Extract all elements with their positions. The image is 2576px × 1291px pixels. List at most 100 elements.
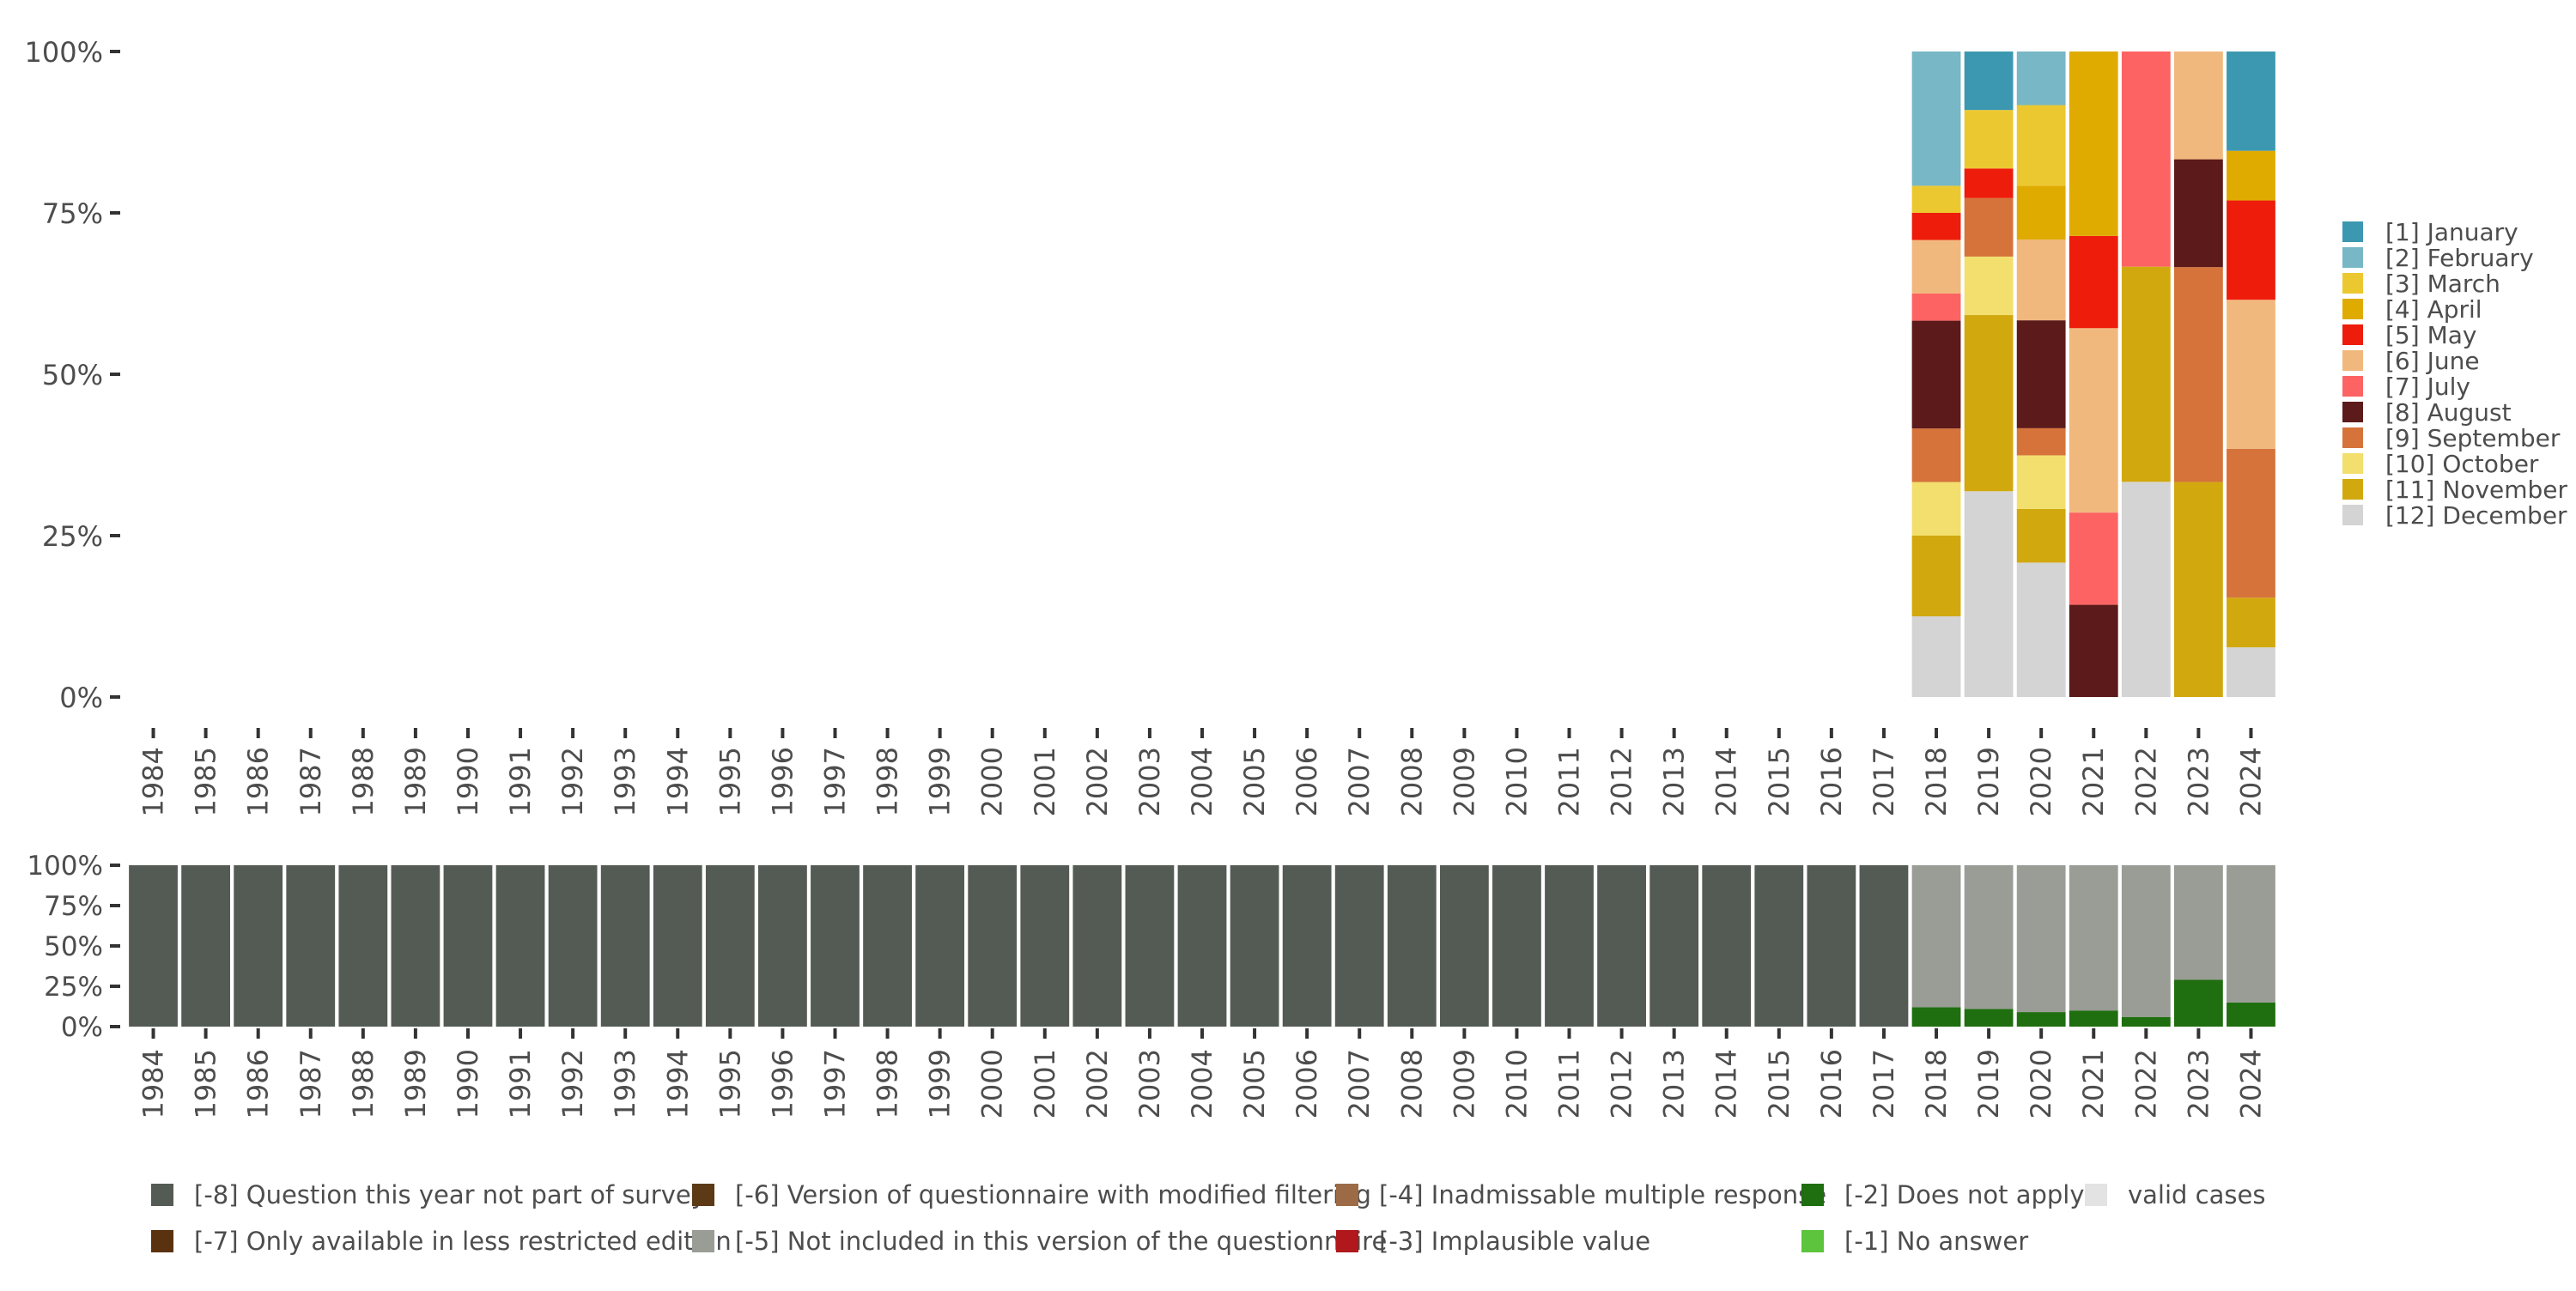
bar-segment [2227,200,2275,300]
bar-segment [1911,52,1961,186]
bottom-x-tick-label: 2009 [1448,1049,1480,1118]
bottom-x-tick-label: 2023 [2182,1049,2215,1118]
bar-segment [391,865,440,1027]
bottom-legend-swatch [692,1230,714,1252]
bar-segment [2016,1012,2066,1027]
bottom-y-tick-label: 100% [27,851,103,882]
bar-segment [2173,865,2223,980]
bottom-x-tick-label: 2016 [1815,1049,1848,1118]
bottom-legend-label: [-3] Implausible value [1379,1227,1650,1256]
bar-segment [2173,267,2223,482]
legend-label: [9] September [2385,424,2561,452]
bottom-x-tick-label: 1991 [504,1049,537,1118]
top-x-tick-label: 1984 [137,747,170,816]
bar-segment [1911,428,1961,482]
bar-segment [548,865,598,1027]
top-x-tick-label: 2007 [1343,747,1376,816]
bottom-x-tick-label: 2011 [1553,1049,1586,1118]
bottom-legend-label: [-4] Inadmissable multiple response [1379,1180,1826,1209]
legend-label: [8] August [2385,398,2512,427]
bar-segment [1964,865,2014,1009]
bar-segment [1964,197,2014,257]
bottom-legend-label: [-1] No answer [1844,1227,2028,1256]
bottom-x-tick-label: 1986 [242,1049,275,1118]
bar-segment [915,865,965,1027]
top-x-tick-label: 2021 [2077,747,2110,816]
bottom-x-tick-label: 1995 [714,1049,746,1118]
bottom-x-tick-label: 2018 [1920,1049,1953,1118]
bar-segment [1911,482,1961,536]
bar-segment [2227,300,2275,449]
bottom-x-tick-label: 2005 [1238,1049,1271,1118]
top-x-tick-label: 2015 [1763,747,1795,816]
bottom-x-tick-label: 2006 [1291,1049,1323,1118]
bar-segment [1964,110,2014,169]
top-x-tick-label: 1990 [452,747,484,816]
bar-segment [2016,105,2066,186]
top-x-tick-label: 2000 [976,747,1009,816]
legend-label: [5] May [2385,321,2476,349]
bottom-x-tick-label: 2000 [976,1049,1009,1118]
bar-segment [1911,616,1961,697]
top-x-tick-label: 1992 [556,747,589,816]
bottom-x-tick-label: 1998 [872,1049,904,1118]
top-x-tick-label: 1989 [399,747,432,816]
bottom-x-tick-label: 2021 [2077,1049,2110,1118]
bottom-y-tick-label: 0% [61,1012,103,1043]
legend-label: [10] October [2385,450,2539,478]
top-y-tick-label: 25% [42,520,103,553]
legend-label: [2] February [2385,244,2534,272]
bar-segment [1964,1009,2014,1027]
top-x-tick-label: 1987 [295,747,327,816]
bottom-x-tick-label: 2012 [1606,1049,1638,1118]
bar-segment [1807,865,1856,1027]
bar-segment [1911,320,1961,429]
bar-segment [2016,185,2066,240]
bar-segment [1911,213,1961,240]
bottom-x-tick-label: 2024 [2234,1049,2267,1118]
top-x-tick-label: 2013 [1658,747,1691,816]
bottom-x-tick-label: 2001 [1029,1049,1061,1118]
top-y-tick-label: 75% [42,197,103,230]
top-x-tick-label: 1994 [661,747,694,816]
bar-segment [2016,562,2066,697]
top-x-tick-label: 2005 [1238,747,1271,816]
bottom-x-tick-label: 1990 [452,1049,484,1118]
bar-segment [1859,865,1909,1027]
bar-segment [2121,266,2171,482]
bottom-x-tick-label: 2008 [1395,1049,1428,1118]
bar-segment [811,865,860,1027]
bar-segment [2121,865,2171,1017]
top-x-tick-label: 2022 [2129,747,2162,816]
legend-swatch [2342,299,2363,319]
top-x-tick-label: 2014 [1710,747,1743,816]
bar-segment [2069,235,2118,329]
legend-label: [7] July [2385,373,2470,401]
bar-segment [1964,168,2014,198]
legend-swatch [2342,453,2363,474]
bottom-x-tick-label: 2022 [2129,1049,2162,1118]
bar-segment [1230,865,1279,1027]
bottom-x-tick-label: 2002 [1081,1049,1114,1118]
bar-segment [1334,865,1384,1027]
bar-segment [1020,865,1070,1027]
top-x-tick-label: 2016 [1815,747,1848,816]
top-x-tick-label: 1997 [818,747,851,816]
legend-label: [1] January [2385,218,2518,246]
legend-swatch [2342,505,2363,525]
top-y-tick-label: 0% [59,682,103,714]
bottom-x-tick-label: 2007 [1343,1049,1376,1118]
bottom-x-tick-label: 2003 [1133,1049,1166,1118]
bar-segment [495,865,545,1027]
bar-segment [2016,239,2066,321]
bar-segment [129,865,178,1027]
legend-swatch [2342,376,2363,397]
top-y-tick-label: 100% [25,36,103,69]
top-x-tick-label: 2002 [1081,747,1114,816]
top-x-tick-label: 2019 [1972,747,2005,816]
legend-swatch [2342,221,2363,242]
bottom-x-tick-label: 1987 [295,1049,327,1118]
top-x-tick-label: 2011 [1553,747,1586,816]
bar-segment [2016,52,2066,106]
